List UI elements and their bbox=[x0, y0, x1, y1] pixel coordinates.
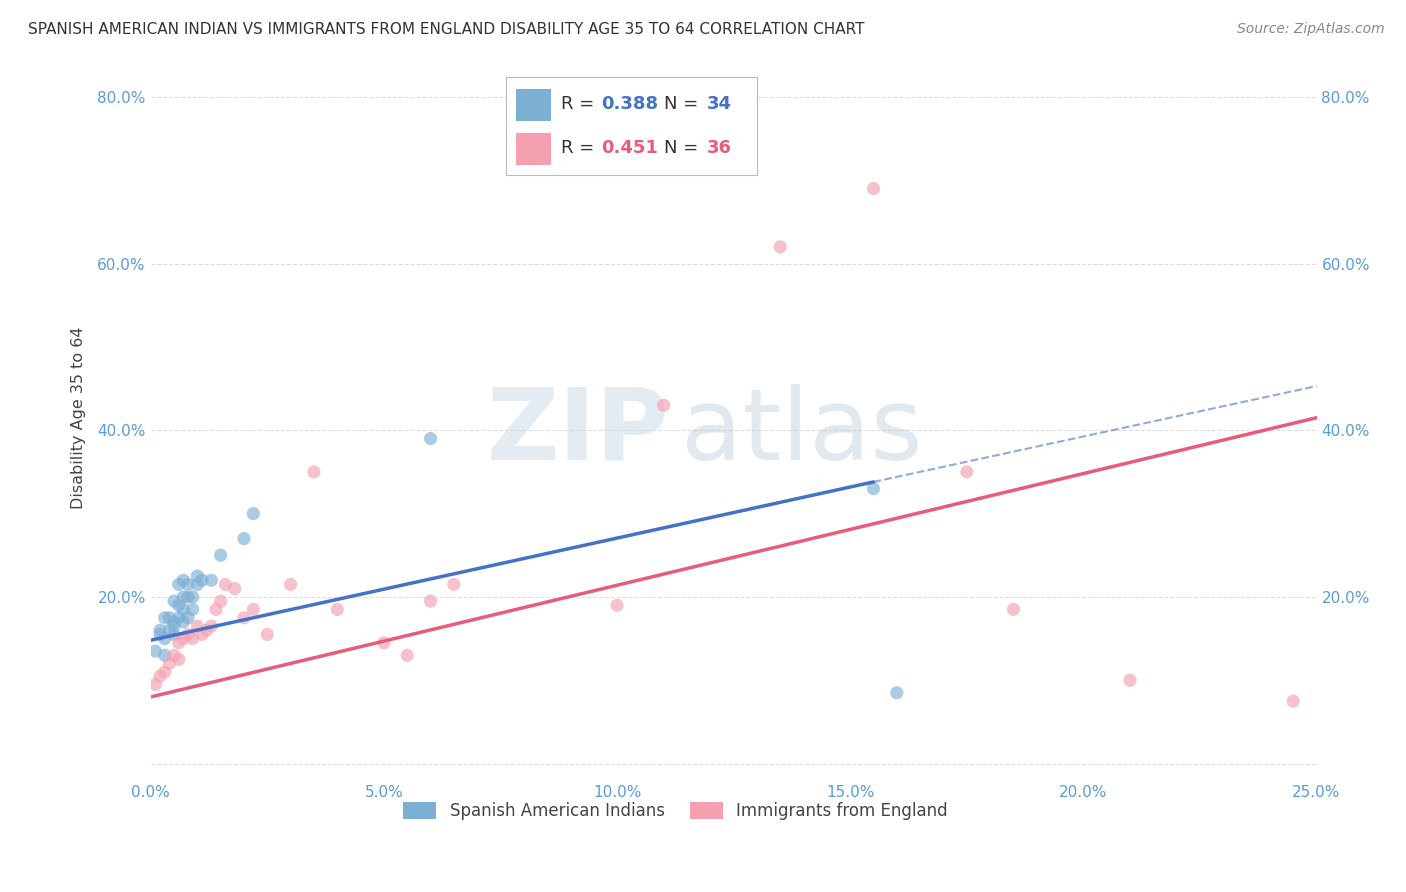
Point bbox=[186, 619, 208, 633]
Point bbox=[181, 590, 204, 604]
Point bbox=[181, 632, 204, 646]
Point bbox=[1002, 602, 1025, 616]
Point bbox=[195, 624, 218, 638]
Point bbox=[443, 577, 465, 591]
Point bbox=[862, 482, 884, 496]
Legend: Spanish American Indians, Immigrants from England: Spanish American Indians, Immigrants fro… bbox=[396, 795, 955, 826]
Point bbox=[163, 648, 186, 663]
Point bbox=[157, 624, 180, 638]
Point bbox=[242, 602, 264, 616]
Point bbox=[1119, 673, 1142, 688]
Point bbox=[256, 627, 278, 641]
Text: ZIP: ZIP bbox=[486, 384, 669, 481]
Point bbox=[419, 594, 441, 608]
Point bbox=[163, 627, 186, 641]
Point bbox=[172, 590, 194, 604]
Point bbox=[186, 569, 208, 583]
Point bbox=[145, 677, 167, 691]
Point bbox=[157, 611, 180, 625]
Point bbox=[163, 619, 186, 633]
Point bbox=[396, 648, 419, 663]
Point bbox=[200, 619, 222, 633]
Point bbox=[242, 507, 264, 521]
Point bbox=[149, 627, 172, 641]
Point bbox=[186, 577, 208, 591]
Point bbox=[172, 574, 194, 588]
Point bbox=[373, 636, 395, 650]
Point bbox=[606, 599, 628, 613]
Point bbox=[157, 657, 180, 671]
Point bbox=[181, 602, 204, 616]
Point bbox=[886, 686, 908, 700]
Point bbox=[191, 627, 214, 641]
Point bbox=[224, 582, 246, 596]
Point bbox=[167, 599, 190, 613]
Point bbox=[145, 644, 167, 658]
Point bbox=[167, 652, 190, 666]
Point bbox=[163, 615, 186, 629]
Point bbox=[769, 240, 792, 254]
Point bbox=[153, 632, 176, 646]
Point bbox=[233, 532, 256, 546]
Point bbox=[149, 624, 172, 638]
Point bbox=[862, 181, 884, 195]
Point bbox=[419, 432, 441, 446]
Y-axis label: Disability Age 35 to 64: Disability Age 35 to 64 bbox=[72, 326, 86, 509]
Point bbox=[205, 602, 228, 616]
Point bbox=[153, 611, 176, 625]
Point bbox=[172, 602, 194, 616]
Point bbox=[1282, 694, 1305, 708]
Point bbox=[172, 615, 194, 629]
Point bbox=[652, 398, 675, 412]
Text: Source: ZipAtlas.com: Source: ZipAtlas.com bbox=[1237, 22, 1385, 37]
Point bbox=[163, 594, 186, 608]
Point bbox=[214, 577, 236, 591]
Point bbox=[149, 669, 172, 683]
Text: atlas: atlas bbox=[681, 384, 922, 481]
Point bbox=[177, 590, 200, 604]
Point bbox=[233, 611, 256, 625]
Point bbox=[200, 574, 222, 588]
Text: SPANISH AMERICAN INDIAN VS IMMIGRANTS FROM ENGLAND DISABILITY AGE 35 TO 64 CORRE: SPANISH AMERICAN INDIAN VS IMMIGRANTS FR… bbox=[28, 22, 865, 37]
Point bbox=[153, 665, 176, 679]
Point bbox=[280, 577, 302, 591]
Point bbox=[302, 465, 325, 479]
Point bbox=[153, 648, 176, 663]
Point bbox=[209, 594, 232, 608]
Point bbox=[172, 632, 194, 646]
Point bbox=[177, 611, 200, 625]
Point bbox=[209, 548, 232, 562]
Point bbox=[167, 611, 190, 625]
Point bbox=[167, 636, 190, 650]
Point bbox=[956, 465, 979, 479]
Point bbox=[191, 574, 214, 588]
Point bbox=[177, 627, 200, 641]
Point bbox=[326, 602, 349, 616]
Point bbox=[167, 577, 190, 591]
Point bbox=[177, 577, 200, 591]
